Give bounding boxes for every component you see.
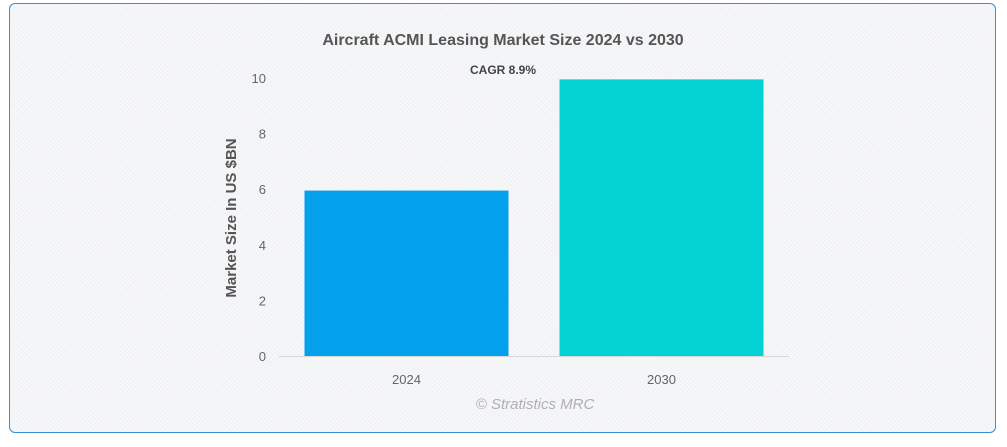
- y-tick-label: 0: [259, 349, 266, 364]
- x-tick-label: 2030: [647, 372, 676, 387]
- bar-2030: [559, 79, 764, 356]
- y-tick-label: 4: [259, 238, 266, 253]
- bars-group: [304, 79, 764, 356]
- y-axis-ticks: 0 2 4 6 8 10: [252, 71, 266, 364]
- bar-2024: [304, 190, 509, 356]
- credit-text: © Stratistics MRC: [476, 396, 595, 413]
- y-axis-label: Market Size In US $BN: [223, 138, 240, 297]
- y-tick-label: 8: [259, 127, 266, 142]
- y-tick-label: 2: [259, 293, 266, 308]
- y-tick-label: 10: [252, 71, 266, 86]
- x-axis-ticks: 2024 2030: [392, 372, 676, 387]
- chart-title: Aircraft ACMI Leasing Market Size 2024 v…: [322, 32, 683, 49]
- cagr-annotation: CAGR 8.9%: [470, 63, 536, 77]
- y-tick-label: 6: [259, 182, 266, 197]
- x-tick-label: 2024: [392, 372, 421, 387]
